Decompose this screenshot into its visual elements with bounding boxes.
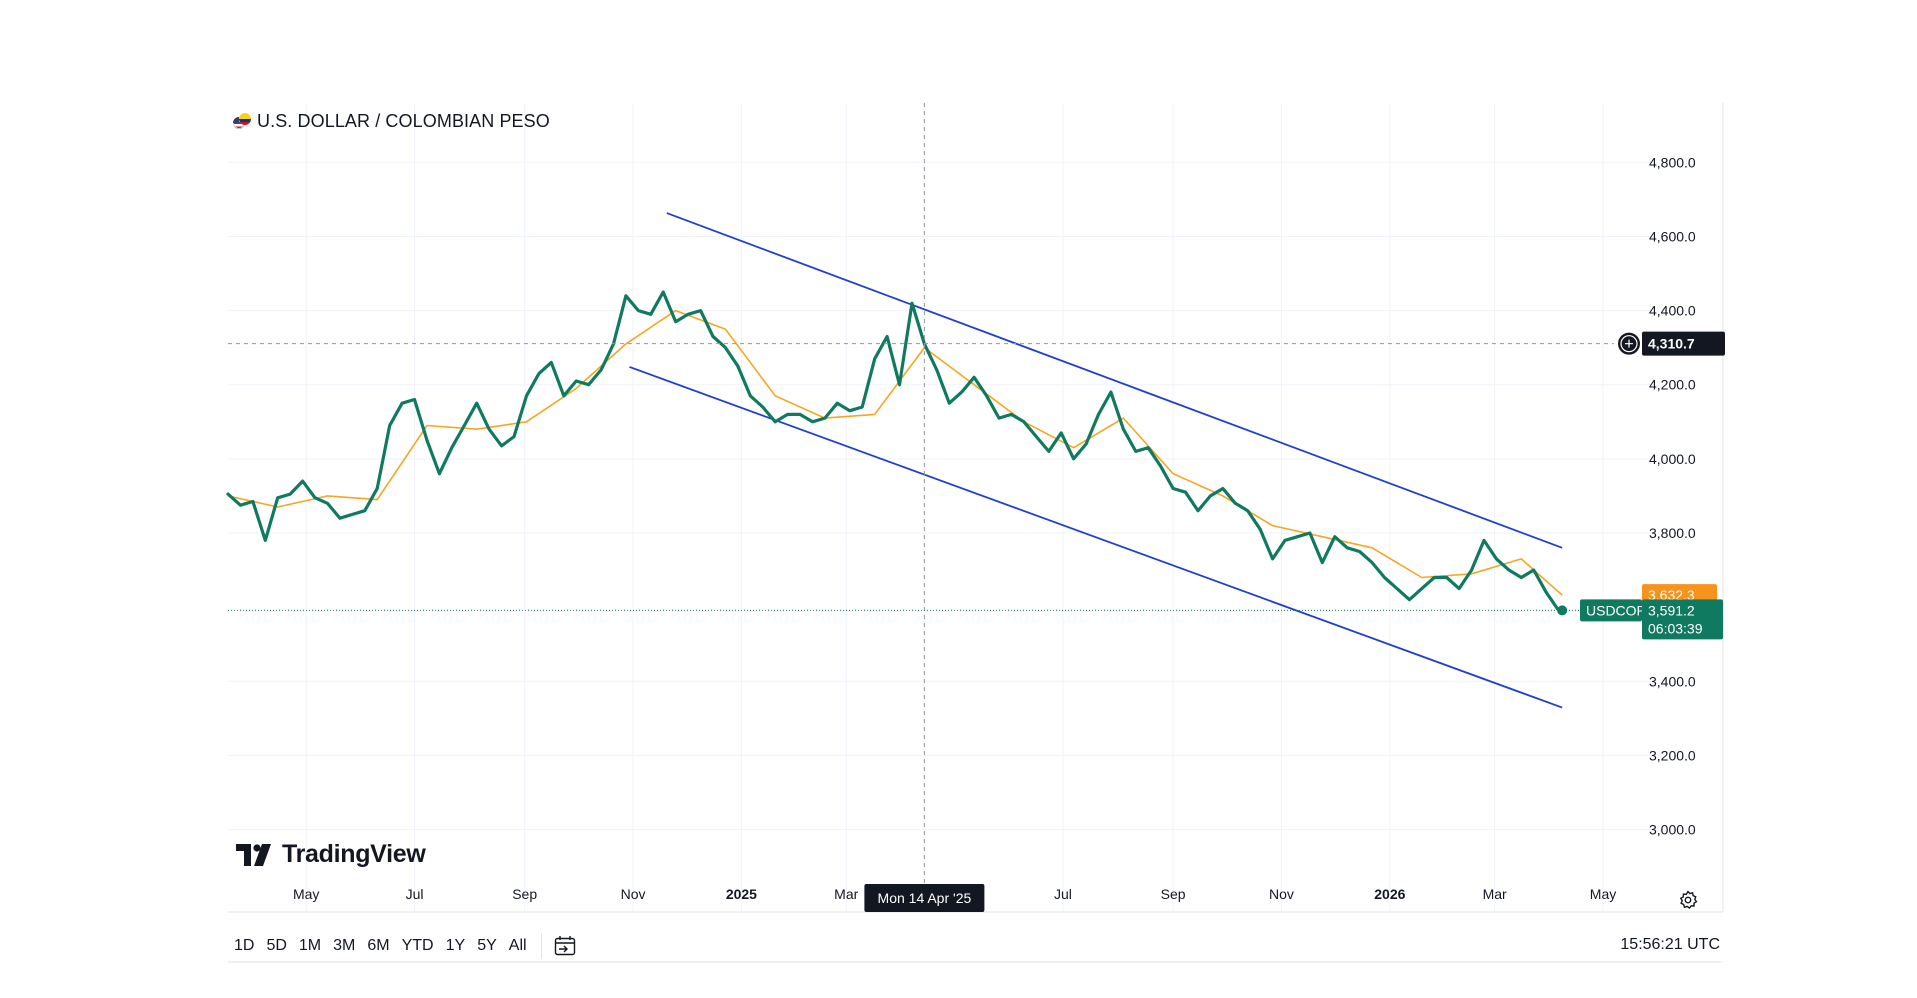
y-tick-label: 4,800.0 bbox=[1649, 154, 1696, 170]
chart-title: U.S. DOLLAR / COLOMBIAN PESO bbox=[233, 111, 550, 132]
x-tick-label: Nov bbox=[621, 886, 646, 902]
utc-clock[interactable]: 15:56:21 UTC bbox=[1620, 936, 1720, 953]
series-group bbox=[226, 290, 1568, 616]
crosshair-date-badge: Mon 14 Apr '25 bbox=[878, 890, 972, 906]
range-3m-button[interactable]: 3M bbox=[333, 937, 356, 954]
x-tick-label: Mar bbox=[834, 886, 858, 902]
x-tick-label: Sep bbox=[1161, 886, 1186, 902]
y-tick-label: 4,600.0 bbox=[1649, 228, 1696, 244]
crosshair bbox=[228, 103, 1614, 912]
ma-value-badge: 3,632.3 bbox=[1648, 587, 1695, 603]
add-alert-icon-plus bbox=[1625, 339, 1633, 348]
price-line bbox=[226, 290, 1564, 612]
last-price-badge-bg bbox=[1642, 599, 1723, 640]
range-toolbar: 1D 5D 1M 3M 6M YTD 1Y 5Y All bbox=[228, 928, 578, 964]
x-tick-label: Jul bbox=[406, 886, 424, 902]
range-ytd-button[interactable]: YTD bbox=[401, 937, 434, 954]
tradingview-logo[interactable]: TradingView bbox=[236, 840, 426, 869]
y-tick-label: 4,400.0 bbox=[1649, 303, 1696, 319]
crosshair-price-badge: 4,310.7 bbox=[1648, 336, 1695, 352]
usd-cop-flag-icon bbox=[233, 112, 251, 131]
brand-name: TradingView bbox=[282, 840, 426, 868]
range-5d-button[interactable]: 5D bbox=[266, 937, 287, 954]
gear-icon[interactable] bbox=[1677, 889, 1699, 911]
symbol-badge: USDCOP bbox=[1586, 602, 1646, 618]
range-1m-button[interactable]: 1M bbox=[298, 937, 322, 954]
grid-lines bbox=[228, 103, 1651, 912]
channel-line-upper[interactable] bbox=[666, 212, 1563, 549]
x-tick-label: 2025 bbox=[726, 886, 757, 902]
x-tick-label: Sep bbox=[512, 886, 537, 902]
symbol-title: U.S. DOLLAR / COLOMBIAN PESO bbox=[257, 111, 550, 131]
range-all-button[interactable]: All bbox=[508, 937, 527, 954]
y-tick-label: 3,000.0 bbox=[1649, 822, 1696, 838]
price-axis[interactable]: 4,800.0 4,600.0 4,400.0 4,200.0 4,000.0 3,800… bbox=[1649, 154, 1696, 837]
x-tick-label: May bbox=[1590, 886, 1616, 902]
x-tick-label: Mar bbox=[1483, 886, 1507, 902]
trend-channel[interactable] bbox=[629, 212, 1563, 709]
add-alert-icon-ring bbox=[1620, 335, 1638, 353]
crosshair-price-badge-bg bbox=[1642, 331, 1725, 356]
crosshair-date-badge-bg bbox=[864, 884, 985, 912]
range-1y-button[interactable]: 1Y bbox=[445, 937, 466, 954]
range-5y-button[interactable]: 5Y bbox=[477, 937, 497, 954]
y-tick-label: 3,800.0 bbox=[1649, 525, 1696, 541]
x-tick-label: Nov bbox=[1269, 886, 1294, 902]
range-1d-button[interactable]: 1D bbox=[234, 937, 255, 954]
time-axis[interactable]: May Jul Sep Nov 2025 Mar Jul Sep Nov 2026 Mar May bbox=[293, 886, 1616, 902]
tradingview-logo-icon bbox=[236, 843, 271, 866]
y-tick-label: 3,200.0 bbox=[1649, 747, 1696, 763]
symbol-badge-bg bbox=[1580, 599, 1642, 622]
x-tick-label: May bbox=[293, 886, 319, 902]
y-tick-label: 4,200.0 bbox=[1649, 377, 1696, 393]
range-6m-button[interactable]: 6M bbox=[367, 937, 390, 954]
last-price-value: 3,591.2 bbox=[1648, 602, 1695, 618]
calendar-goto-icon[interactable] bbox=[552, 933, 578, 959]
x-tick-label: 2026 bbox=[1374, 886, 1405, 902]
y-tick-label: 3,400.0 bbox=[1649, 673, 1696, 689]
bar-countdown: 06:03:39 bbox=[1648, 620, 1703, 636]
x-tick-label: Jul bbox=[1054, 886, 1072, 902]
toolbar-divider bbox=[540, 933, 542, 959]
last-price-dot bbox=[1557, 605, 1568, 616]
channel-line-lower[interactable] bbox=[629, 366, 1563, 709]
y-tick-label: 4,000.0 bbox=[1649, 451, 1696, 467]
